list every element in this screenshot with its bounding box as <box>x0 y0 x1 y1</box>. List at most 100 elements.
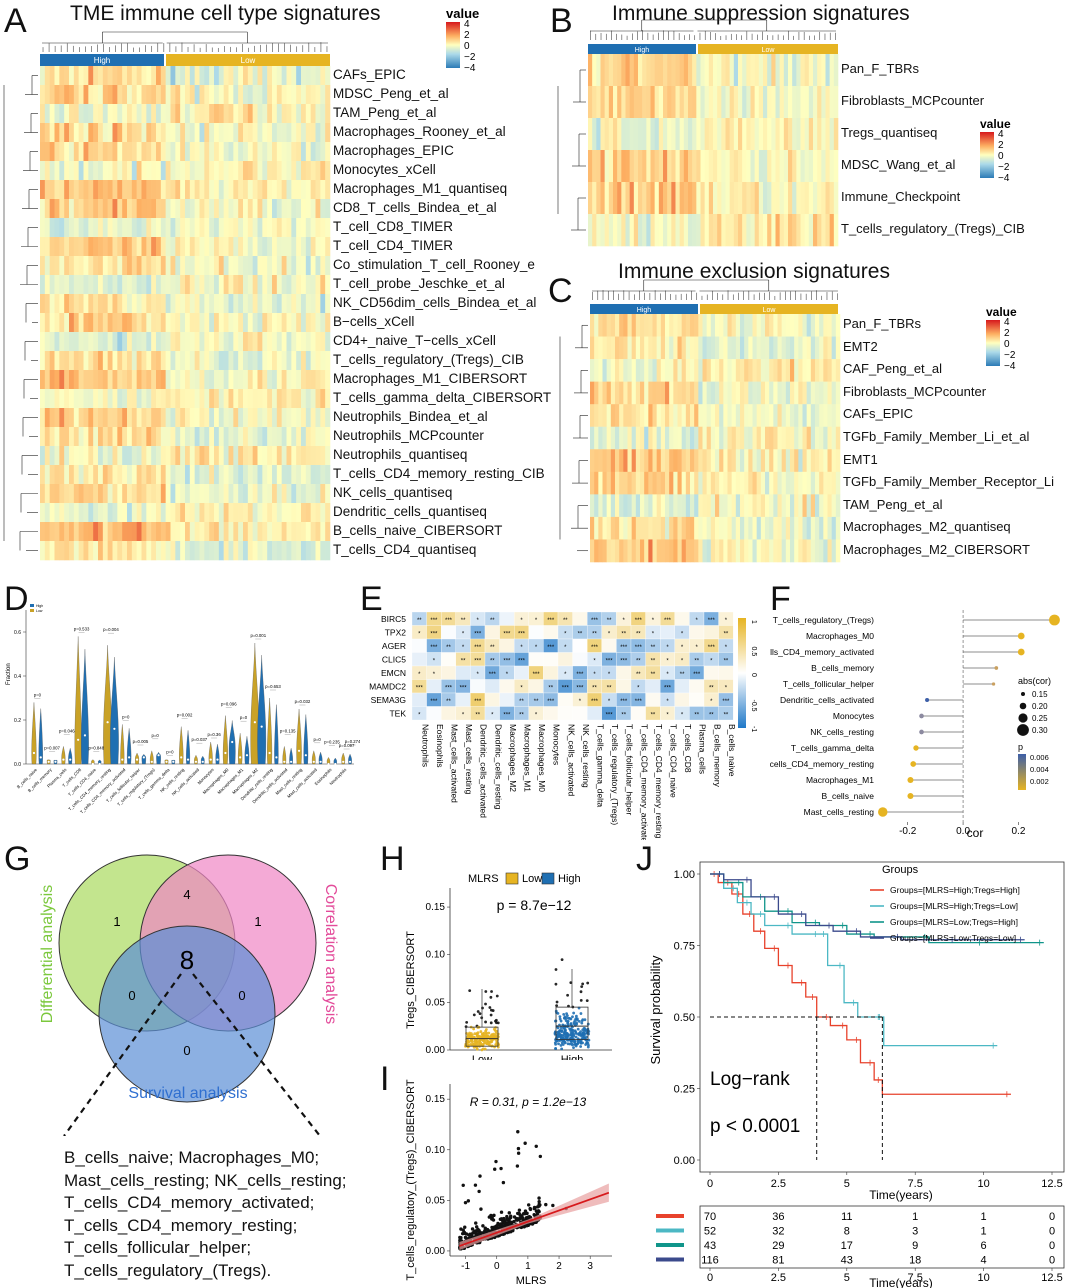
heatmap-cell <box>677 381 682 405</box>
heatmap-cell <box>165 180 171 200</box>
heatmap-cell <box>731 494 737 518</box>
heatmap-cell <box>40 503 46 523</box>
heatmap-cell <box>827 359 832 382</box>
heatmap-cell <box>228 389 234 409</box>
heatmap-cell <box>189 446 195 466</box>
heatmap-cell <box>93 142 99 162</box>
heatmap-cell <box>281 85 287 105</box>
heatmap-cell <box>665 516 670 540</box>
heatmap-cell <box>185 294 191 314</box>
heatmap-cell <box>131 541 137 561</box>
panel-j-curves <box>710 871 1044 1160</box>
jitter-point <box>481 1006 484 1010</box>
correlation-cell <box>514 665 529 680</box>
heatmap-cell <box>721 54 726 87</box>
pvalue-label: p=0 <box>152 733 160 738</box>
heatmap-row-label: T_cell_probe_Jeschke_et_al <box>333 275 505 291</box>
jitter-point <box>478 1012 482 1016</box>
heatmap-cell <box>199 161 205 181</box>
violin-median <box>172 760 175 763</box>
heatmap-cell <box>252 465 258 485</box>
heatmap-cell <box>590 516 595 540</box>
heatmap-cell <box>660 426 666 450</box>
heatmap-cell <box>619 471 624 495</box>
heatmap-cell <box>635 539 641 563</box>
heatmap-cell <box>93 389 99 409</box>
legend-tick: 0 <box>1004 339 1010 350</box>
heatmap-cell <box>742 182 747 215</box>
heatmap-cell <box>644 426 649 450</box>
scatter-point <box>512 1219 516 1224</box>
heatmap-cell <box>247 275 253 295</box>
violin-median <box>106 721 109 724</box>
heatmap-cell <box>315 256 321 276</box>
heatmap-cell <box>69 180 75 200</box>
heatmap-cell <box>276 351 282 371</box>
heatmap-cell <box>88 66 94 86</box>
heatmap-cell <box>621 214 626 247</box>
heatmap-cell <box>831 359 837 382</box>
heatmap-cell <box>247 446 253 466</box>
heatmap-cell <box>151 237 157 257</box>
heatmap-cell <box>146 85 152 105</box>
heatmap-cell <box>727 539 732 563</box>
heatmap-cell <box>706 494 712 518</box>
heatmap-cell <box>243 522 249 542</box>
heatmap-cell <box>160 389 166 409</box>
heatmap-cell <box>794 539 799 563</box>
heatmap-cell <box>180 294 186 314</box>
heatmap-cell <box>54 484 60 504</box>
heatmap-cell <box>756 404 762 428</box>
heatmap-cell <box>247 218 253 238</box>
heatmap-cell <box>204 218 210 238</box>
heatmap-cell <box>262 351 268 371</box>
significance-mark: *** <box>474 699 482 705</box>
heatmap-cell <box>194 180 200 200</box>
correlation-cell <box>587 706 602 721</box>
heatmap-cell <box>669 381 674 405</box>
heatmap-cell <box>723 449 728 473</box>
jitter-point <box>475 1032 479 1036</box>
heatmap-cell <box>262 66 268 86</box>
heatmap-cell <box>112 123 118 143</box>
heatmap-cell <box>677 404 682 428</box>
jitter-point <box>570 1036 574 1039</box>
heatmap-cell <box>777 494 782 518</box>
heatmap-cell <box>180 180 186 200</box>
heatmap-cell <box>325 218 331 238</box>
heatmap-cell <box>660 449 666 473</box>
heatmap-cell <box>785 404 791 428</box>
heatmap-cell <box>731 314 737 337</box>
heatmap-cell <box>117 85 123 105</box>
heatmap-cell <box>738 86 743 119</box>
heatmap-cell <box>821 86 826 119</box>
heatmap-cell <box>78 484 84 504</box>
significance-mark: *** <box>460 685 468 691</box>
heatmap-cell <box>590 426 595 450</box>
heatmap-cell <box>675 214 680 247</box>
heatmap-cell <box>243 199 249 219</box>
heatmap-cell <box>696 118 701 151</box>
heatmap-cell <box>777 539 782 563</box>
heatmap-cell <box>296 351 302 371</box>
significance-mark: * <box>477 672 480 678</box>
correlation-cell <box>528 679 544 694</box>
heatmap-cell <box>267 408 273 428</box>
heatmap-cell <box>602 539 607 563</box>
heatmap-cell <box>112 294 118 314</box>
heatmap-cell <box>623 539 628 563</box>
heatmap-cell <box>631 381 637 405</box>
heatmap-cell <box>49 332 55 352</box>
heatmap-cell <box>243 85 249 105</box>
heatmap-cell <box>165 484 171 504</box>
panel-letter-i: I <box>380 1060 390 1098</box>
heatmap-cell <box>638 182 643 215</box>
heatmap-cell <box>681 381 687 405</box>
heatmap-cell <box>677 449 682 473</box>
heatmap-cell <box>590 471 595 495</box>
heatmap-cell <box>267 427 273 447</box>
significance-mark: * <box>608 672 611 678</box>
heatmap-cell <box>189 370 195 390</box>
heatmap-cell <box>690 494 695 518</box>
heatmap-cell <box>49 294 55 314</box>
